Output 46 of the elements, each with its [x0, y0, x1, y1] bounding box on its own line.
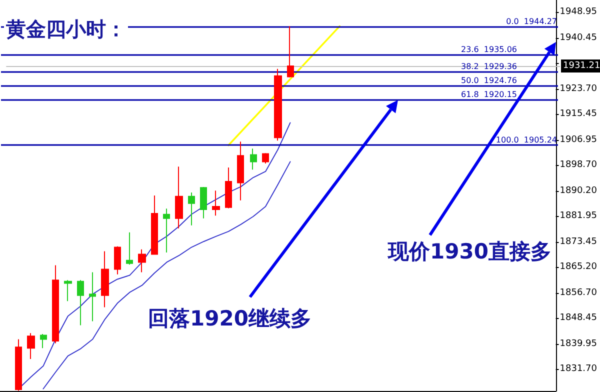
ref-line-label: 23.6 1935.06 [461, 44, 517, 54]
y-tick-label: 1839.95 [560, 338, 597, 349]
text: 黄金四小时： [5, 17, 126, 41]
candlestick [151, 195, 158, 256]
y-tick-label: 1873.45 [560, 236, 597, 247]
y-tick-label: 1915.45 [560, 109, 597, 120]
ref-line-label: 1931.21 [563, 61, 600, 72]
y-tick-label: 1881.95 [560, 211, 597, 222]
y-tick-label: 1948.95 [560, 7, 597, 18]
candlestick [175, 166, 183, 229]
ref-line-label: 61.8 1920.15 [461, 90, 517, 100]
y-tick-label: 1865.20 [560, 262, 598, 272]
candlestick [287, 26, 294, 78]
candlestick [40, 334, 47, 349]
ref-line-label: 38.2 1929.36 [461, 62, 517, 72]
candlestick [163, 208, 170, 253]
y-tick-label: 1906.95 [560, 134, 597, 145]
annotation: 回落1920继续多 [148, 306, 312, 330]
candlestick [200, 186, 207, 219]
y-tick-label: 1923.70 [560, 84, 598, 94]
candlestick [188, 192, 195, 226]
candlestick [274, 68, 282, 142]
candlestick [114, 246, 121, 275]
candlestick [64, 280, 72, 302]
y-tick-label: 1848.45 [560, 313, 597, 324]
y-tick-label: 1890.20 [560, 186, 598, 196]
y-tick-label: 1856.70 [560, 288, 598, 298]
y-tick-label: 1831.70 [560, 364, 598, 374]
y-tick-label: 1940.45 [560, 32, 597, 43]
candlestick [89, 272, 96, 322]
ref-line-label: 50.0 1924.76 [461, 76, 517, 86]
candlestick [262, 152, 269, 164]
annotation: 现价1930直接多 [387, 240, 552, 264]
candlestick [250, 148, 257, 170]
line-series [42, 161, 291, 390]
candlestick [77, 280, 84, 326]
candlestick [225, 166, 232, 209]
y-tick-label: 1898.70 [560, 160, 598, 170]
candlestick [126, 232, 133, 266]
candlestick [237, 141, 244, 201]
candlestick [27, 332, 35, 360]
candlestick [15, 338, 22, 392]
candlestick [52, 264, 59, 344]
candlestick [212, 190, 220, 216]
candlestick [101, 250, 109, 308]
candlestick [138, 248, 146, 273]
